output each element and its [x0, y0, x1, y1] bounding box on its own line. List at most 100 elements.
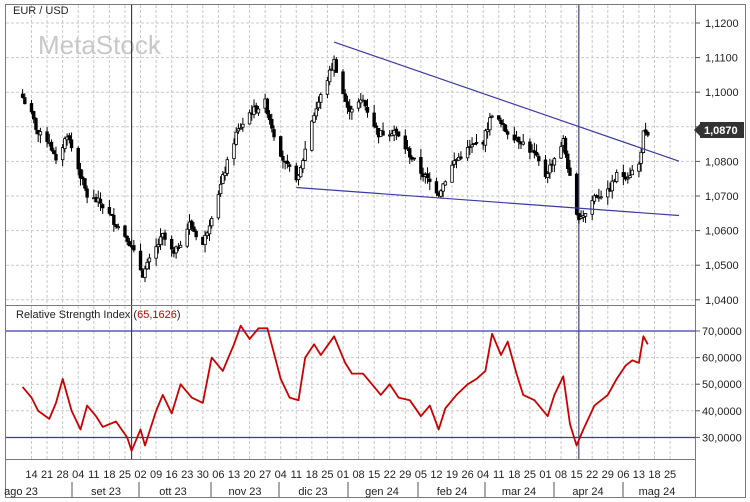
candle-body: [641, 130, 646, 153]
x-tick-label: 11: [291, 469, 302, 481]
candle-body: [428, 178, 432, 182]
candle-body: [216, 194, 221, 219]
x-tick-label: 02: [134, 469, 146, 481]
candle-body: [270, 119, 274, 129]
candle-body: [145, 261, 149, 270]
x-tick-label: 29: [602, 469, 614, 481]
candle-body: [599, 196, 603, 199]
rsi-line: [21, 324, 649, 452]
candle-body: [210, 218, 214, 227]
candle-body: [123, 225, 127, 237]
x-tick-label: 21: [41, 469, 53, 481]
candle-body: [408, 148, 412, 158]
x-tick-label: 18: [648, 469, 660, 481]
candle-body: [241, 123, 245, 128]
candle-body: [303, 148, 307, 161]
candle-body: [583, 213, 588, 217]
candle-body: [60, 147, 65, 161]
candle-body: [474, 142, 479, 144]
candle-body: [465, 147, 470, 159]
x-tick-label: 04: [72, 469, 84, 481]
x-tick-label: 12: [430, 469, 442, 481]
candle-body: [225, 159, 229, 174]
month-label: apr 24: [572, 486, 603, 498]
x-tick-label: 06: [617, 469, 629, 481]
candle-body: [207, 225, 212, 235]
month-label: gen 24: [365, 486, 399, 498]
x-tick-label: 05: [415, 469, 427, 481]
candle-body: [194, 231, 198, 238]
candle-body: [512, 134, 517, 141]
candle-body: [528, 141, 532, 153]
candle-body: [450, 164, 454, 183]
candle-body: [505, 131, 510, 135]
x-tick-label: 26: [461, 469, 473, 481]
candle-body: [116, 226, 120, 229]
rsi-title-open: (: [133, 309, 137, 321]
candle-body: [396, 131, 401, 137]
last-price-pointer: [694, 124, 700, 136]
candle-body: [488, 117, 492, 131]
price-y-tick-label: 1,1000: [705, 87, 739, 99]
candle-body: [294, 165, 298, 181]
candle-body: [189, 220, 194, 229]
candle-body: [23, 97, 27, 105]
price-candles: [20, 55, 650, 283]
month-label: mag 24: [639, 486, 676, 498]
x-tick-label: 25: [664, 469, 676, 481]
candle-body: [310, 120, 314, 151]
candle-body: [517, 136, 521, 143]
candle-body: [34, 118, 38, 130]
candle-body: [546, 173, 550, 178]
candle-body: [138, 250, 143, 271]
candle-body: [574, 173, 579, 215]
candle-body: [319, 94, 323, 103]
candle-body: [594, 195, 599, 198]
candle-body: [470, 144, 474, 148]
month-label: dic 23: [298, 486, 327, 498]
candle-body: [20, 93, 25, 98]
candle-body: [312, 114, 316, 123]
candle-body: [54, 153, 58, 161]
candle-body: [287, 164, 292, 167]
month-label: set 23: [91, 486, 121, 498]
candle-body: [156, 244, 161, 248]
rsi-y-tick-label: 30,0000: [702, 432, 742, 444]
x-tick-label: 13: [228, 469, 240, 481]
candle-body: [32, 111, 36, 120]
x-tick-label: 29: [399, 469, 411, 481]
candle-body: [327, 69, 332, 83]
candle-body: [114, 224, 118, 227]
x-tick-label: 18: [103, 469, 115, 481]
candle-body: [643, 129, 648, 133]
rsi-y-tick-label: 70,0000: [702, 326, 742, 338]
candle-body: [223, 172, 227, 176]
month-label: ago 23: [4, 486, 38, 498]
candle-body: [441, 183, 445, 192]
watermark: MetaStock: [38, 30, 162, 60]
x-tick-label: 23: [181, 469, 193, 481]
rsi-y-tick-label: 40,0000: [702, 406, 742, 418]
x-tick-label: 01: [337, 469, 349, 481]
candle-body: [38, 131, 43, 136]
candle-body: [325, 80, 330, 95]
candle-body: [76, 147, 80, 170]
x-tick-label: 09: [150, 469, 162, 481]
x-tick-label: 04: [275, 469, 287, 481]
candle-body: [174, 246, 178, 254]
candle-body: [83, 178, 87, 189]
x-tick-label: 18: [508, 469, 520, 481]
x-axis: 14 21 28 04 11 18 25 02 09 16 23 30 06 13 20 27 04 11 18 25…: [4, 469, 676, 498]
price-y-tick-label: 1,0400: [705, 295, 739, 307]
x-tick-label: 04: [477, 469, 489, 481]
candle-body: [610, 180, 614, 192]
candle-body: [452, 160, 456, 165]
candle-body: [185, 228, 189, 247]
candle-body: [236, 128, 241, 132]
candle-body: [296, 174, 301, 180]
price-y-tick-label: 1,1100: [705, 53, 738, 65]
candle-body: [592, 195, 597, 202]
price-title: EUR / USD: [13, 5, 69, 17]
